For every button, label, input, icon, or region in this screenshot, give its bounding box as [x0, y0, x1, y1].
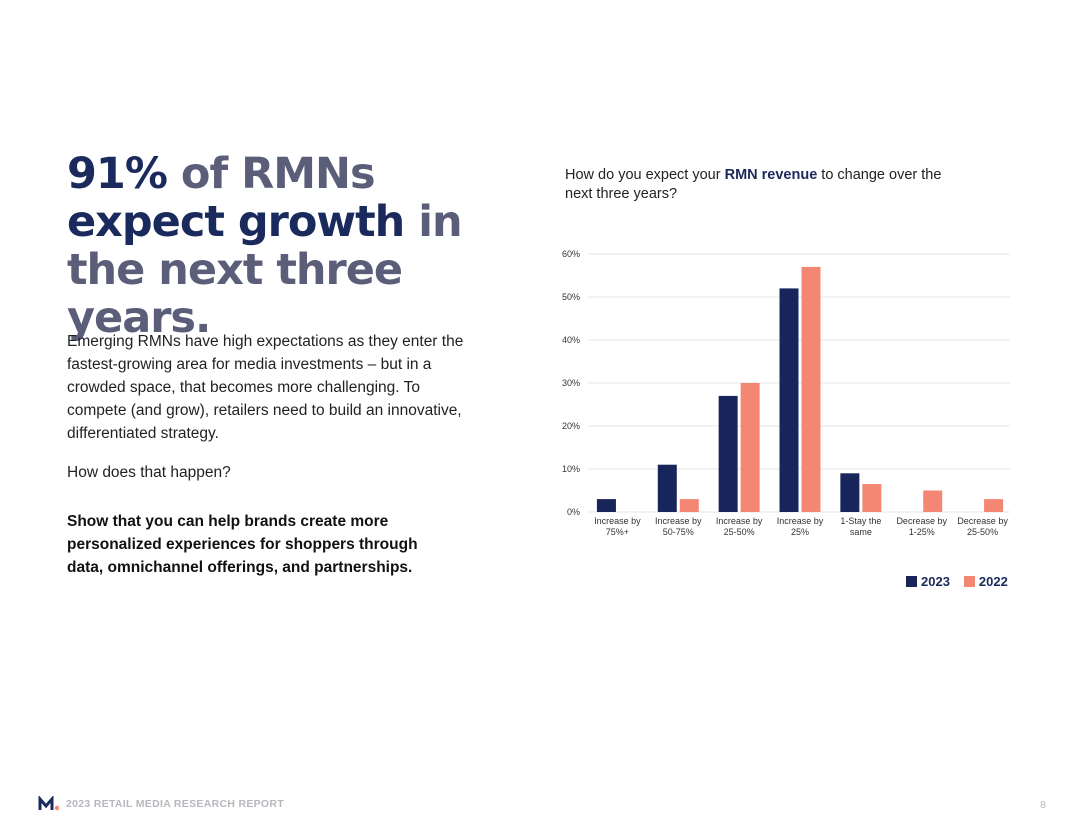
bar-2023: [596, 499, 616, 512]
legend-item-2022: 2022: [963, 574, 1008, 589]
headline: 91% of RMNs expect growth in the next th…: [67, 150, 537, 342]
x-tick-label: 25-50%: [724, 527, 755, 537]
x-tick-label: Decrease by: [896, 516, 947, 526]
revenue-bar-chart: 0%10%20%30%40%50%60%Increase by75%+Incre…: [562, 249, 1010, 537]
y-tick-label: 10%: [562, 464, 580, 474]
bar-2023: [718, 395, 738, 512]
chart-question: How do you expect your RMN revenue to ch…: [565, 166, 945, 204]
bar-2022: [679, 499, 699, 512]
bar-2022: [801, 266, 821, 512]
footer: 2023 RETAIL MEDIA RESEARCH REPORT: [38, 796, 284, 812]
x-tick-label: Decrease by: [957, 516, 1008, 526]
chart-question-pre: How do you expect your: [565, 167, 725, 183]
x-tick-label: same: [850, 527, 872, 537]
x-tick-label: Increase by: [777, 516, 824, 526]
intro-paragraph: Emerging RMNs have high expectations as …: [67, 333, 464, 442]
x-tick-label: 50-75%: [663, 527, 694, 537]
chart-question-bold: RMN revenue: [724, 167, 818, 183]
x-tick-label: 1-25%: [909, 527, 935, 537]
bar-2022: [740, 383, 760, 512]
headline-stat: 91%: [67, 149, 181, 199]
bar-2022: [862, 484, 882, 512]
headline-subject: of RMNs: [180, 149, 376, 199]
y-tick-label: 30%: [562, 378, 580, 388]
bar-2023: [779, 288, 799, 512]
footer-report-title: 2023 RETAIL MEDIA RESEARCH REPORT: [66, 798, 284, 810]
legend-swatch-2022: [963, 576, 975, 587]
page-number: 8: [1040, 799, 1046, 811]
chart-question-post: to change over the next three years?: [565, 167, 942, 202]
x-tick-label: Increase by: [594, 516, 641, 526]
chart-legend: 2023 2022: [906, 574, 1008, 589]
legend-label-2022: 2022: [978, 574, 1008, 589]
cta-text: Show that you can help brands create mor…: [67, 513, 418, 576]
bar-2023: [840, 473, 860, 512]
bar-2022: [923, 490, 943, 512]
y-tick-label: 50%: [562, 292, 580, 302]
y-tick-label: 0%: [567, 507, 580, 517]
x-tick-label: 75%+: [606, 527, 629, 537]
headline-emphasis: expect growth: [67, 197, 419, 247]
x-tick-label: 25%: [791, 527, 809, 537]
brand-logo-icon: [38, 796, 60, 811]
legend-item-2023: 2023: [906, 574, 950, 589]
legend-label-2023: 2023: [921, 574, 950, 589]
headline-rest: in the next three years.: [67, 197, 463, 343]
bar-2023: [657, 464, 677, 512]
legend-swatch-2023: [906, 576, 917, 587]
x-tick-label: Increase by: [655, 516, 702, 526]
x-tick-label: Increase by: [716, 516, 763, 526]
bar-2022: [984, 499, 1004, 512]
x-tick-label: 1-Stay the: [840, 516, 881, 526]
y-tick-label: 40%: [562, 335, 580, 345]
y-tick-label: 60%: [562, 249, 580, 259]
question-text: How does that happen?: [67, 464, 231, 481]
y-tick-label: 20%: [562, 421, 580, 431]
x-tick-label: 25-50%: [967, 527, 998, 537]
